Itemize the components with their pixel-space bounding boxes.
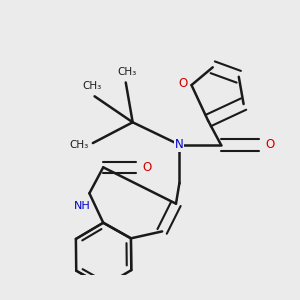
Text: CH₃: CH₃ (69, 140, 88, 150)
Text: CH₃: CH₃ (118, 67, 137, 77)
Text: O: O (178, 77, 188, 90)
Text: N: N (175, 138, 184, 151)
Text: NH: NH (74, 202, 91, 212)
Text: CH₃: CH₃ (82, 81, 101, 91)
Text: O: O (142, 161, 151, 174)
Text: O: O (265, 138, 274, 151)
